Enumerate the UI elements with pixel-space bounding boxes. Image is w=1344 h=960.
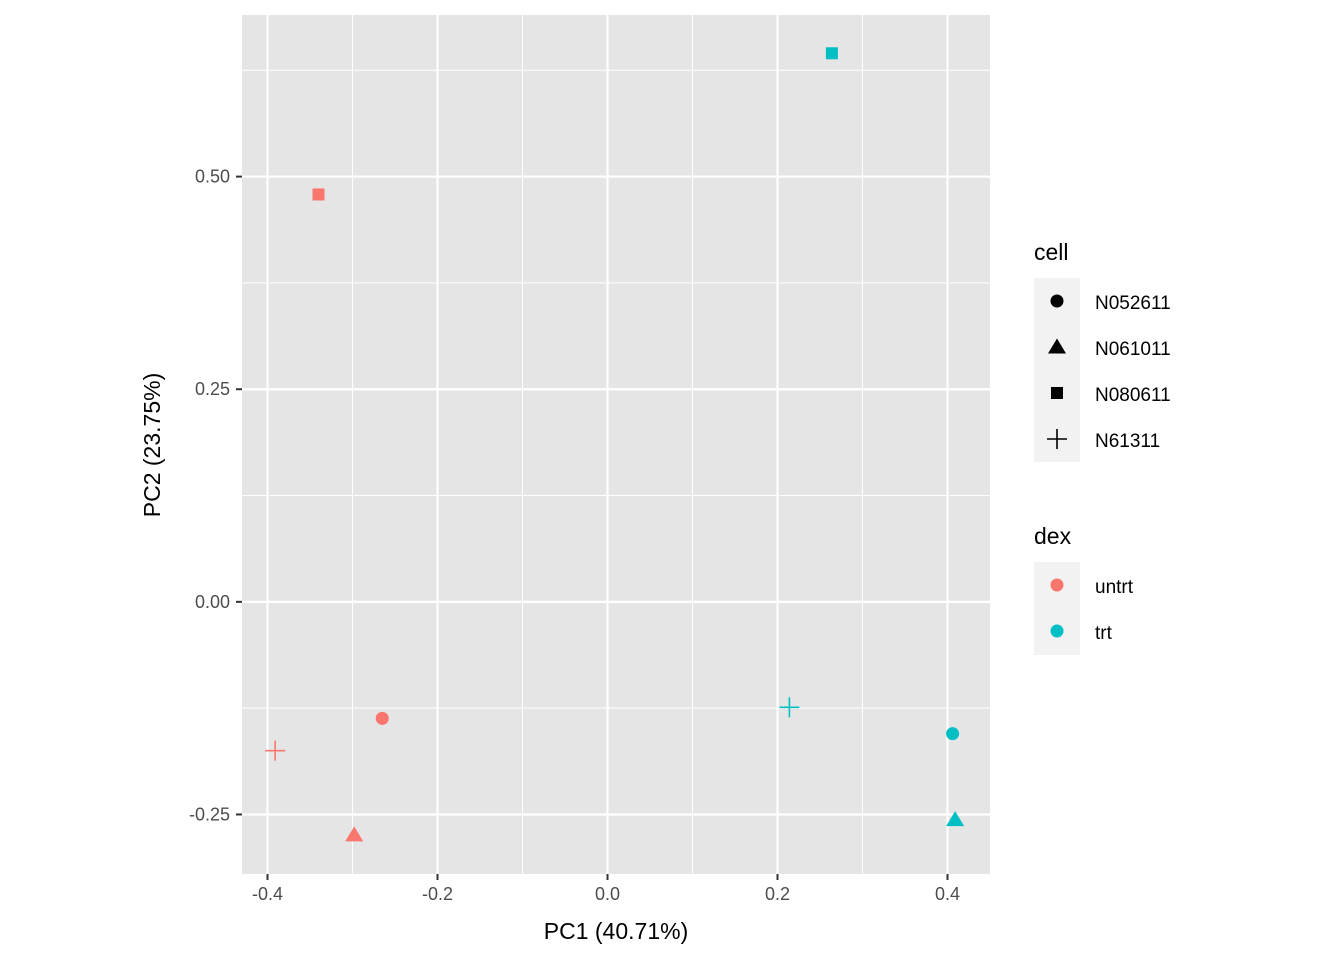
legend-dex-label-untrt: untrt (1095, 577, 1134, 598)
x-axis: -0.4 -0.2 0.0 0.2 0.4 (252, 874, 960, 904)
legend-cell-label-n080611: N080611 (1095, 385, 1171, 406)
legend-key-square-icon (1051, 387, 1063, 399)
legend-dex-key-background (1034, 562, 1080, 655)
plot-panel (242, 15, 990, 874)
legend-cell-label-n061011: N061011 (1095, 339, 1171, 360)
legend-cell: cell N052611 N061011 N080611 N61311 (1034, 239, 1171, 462)
data-point-n080611-trt (825, 47, 838, 60)
x-tick-label: 0.4 (935, 884, 960, 904)
minor-gridlines (242, 15, 990, 874)
x-tick-label: -0.4 (252, 884, 283, 904)
data-point-n052611-untrt (375, 711, 389, 725)
legend-key-trt-color-icon (1050, 624, 1064, 638)
legend-dex-title: dex (1034, 523, 1072, 549)
data-point-n061011-untrt (345, 826, 364, 842)
legend-dex-label-trt: trt (1095, 623, 1113, 644)
data-point-n61311-trt (779, 697, 800, 718)
y-tick-label: -0.25 (189, 804, 230, 824)
data-point-n052611-trt (946, 727, 960, 741)
legend-cell-title: cell (1034, 239, 1069, 265)
x-tick-label: -0.2 (422, 884, 453, 904)
legend-dex: dex untrt trt (1034, 523, 1134, 655)
y-tick-label: 0.00 (195, 592, 230, 612)
x-tick-label: 0.0 (595, 884, 620, 904)
y-axis-title: PC2 (23.75%) (139, 373, 165, 517)
x-tick-label: 0.2 (765, 884, 790, 904)
legend-cell-label-n052611: N052611 (1095, 293, 1171, 314)
legend-cell-label-n61311: N61311 (1095, 431, 1160, 452)
data-point-n061011-trt (946, 811, 965, 827)
legend-key-triangle-icon (1048, 338, 1066, 354)
data-point-n61311-untrt (265, 740, 286, 761)
y-tick-label: 0.25 (195, 379, 230, 399)
legend-key-circle-icon (1050, 294, 1064, 308)
data-point-n080611-untrt (312, 188, 325, 201)
data-points (265, 47, 965, 842)
legend-key-untrt-color-icon (1050, 578, 1064, 592)
legend-key-plus-icon (1047, 429, 1067, 449)
y-tick-label: 0.50 (195, 167, 230, 187)
y-axis: -0.25 0.00 0.25 0.50 (189, 167, 242, 824)
x-axis-title: PC1 (40.71%) (544, 918, 688, 944)
